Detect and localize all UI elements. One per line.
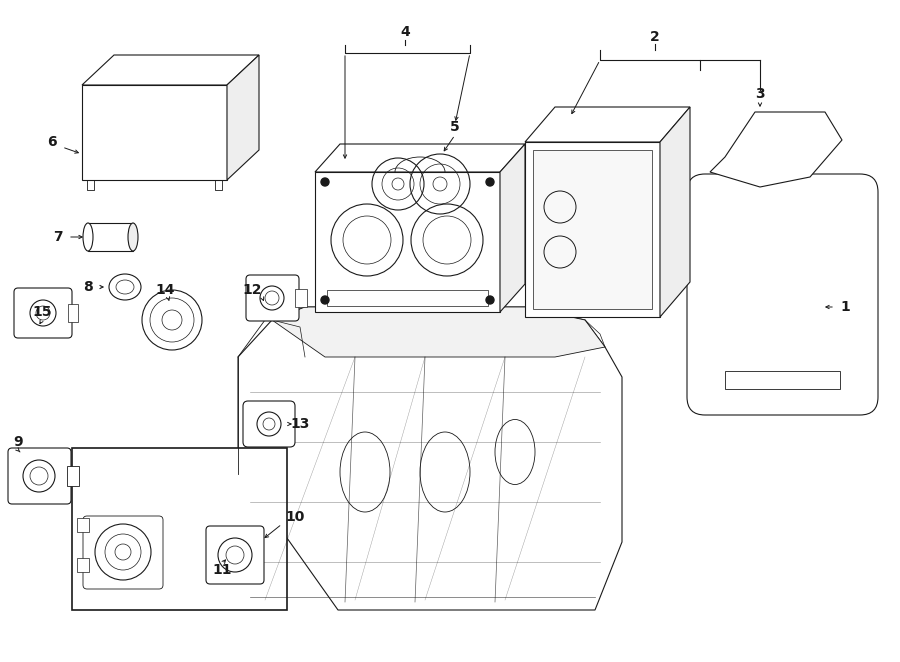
Text: 3: 3	[755, 87, 765, 101]
Polygon shape	[315, 144, 525, 172]
Polygon shape	[272, 307, 605, 357]
FancyBboxPatch shape	[243, 401, 295, 447]
Bar	[77, 558, 89, 572]
Polygon shape	[525, 107, 690, 142]
FancyBboxPatch shape	[687, 174, 878, 415]
Circle shape	[486, 178, 494, 186]
Text: 13: 13	[291, 417, 310, 431]
Circle shape	[321, 178, 329, 186]
Text: 1: 1	[840, 300, 850, 314]
Bar	[88, 223, 133, 251]
Polygon shape	[500, 144, 525, 312]
Bar	[533, 150, 652, 309]
Text: 9: 9	[14, 435, 22, 449]
Circle shape	[321, 296, 329, 304]
FancyBboxPatch shape	[246, 275, 299, 321]
Text: 8: 8	[83, 280, 93, 294]
Polygon shape	[710, 112, 842, 187]
Text: 5: 5	[450, 120, 460, 134]
Text: 6: 6	[47, 135, 57, 149]
Polygon shape	[82, 55, 259, 85]
Ellipse shape	[116, 280, 134, 294]
Bar	[315, 172, 500, 312]
Bar	[68, 304, 78, 322]
Text: 15: 15	[32, 305, 52, 319]
Text: 2: 2	[650, 30, 660, 44]
Ellipse shape	[83, 223, 93, 251]
Bar	[725, 371, 840, 389]
Text: 14: 14	[156, 283, 175, 297]
FancyBboxPatch shape	[83, 516, 163, 589]
Bar	[72, 448, 287, 610]
FancyBboxPatch shape	[14, 288, 72, 338]
Bar	[67, 466, 79, 486]
Bar	[77, 518, 89, 532]
Polygon shape	[227, 55, 259, 180]
Circle shape	[142, 290, 202, 350]
Bar	[525, 142, 660, 317]
Polygon shape	[660, 107, 690, 317]
Bar	[295, 289, 307, 307]
Text: 12: 12	[242, 283, 262, 297]
Text: 7: 7	[53, 230, 63, 244]
FancyBboxPatch shape	[8, 448, 71, 504]
Circle shape	[486, 296, 494, 304]
Text: 4: 4	[400, 25, 410, 39]
Ellipse shape	[128, 223, 138, 251]
Bar	[327, 290, 488, 306]
Text: 10: 10	[285, 510, 305, 524]
Text: 11: 11	[212, 563, 232, 577]
Bar	[82, 85, 227, 180]
FancyBboxPatch shape	[206, 526, 264, 584]
Ellipse shape	[109, 274, 141, 300]
Polygon shape	[238, 307, 622, 610]
